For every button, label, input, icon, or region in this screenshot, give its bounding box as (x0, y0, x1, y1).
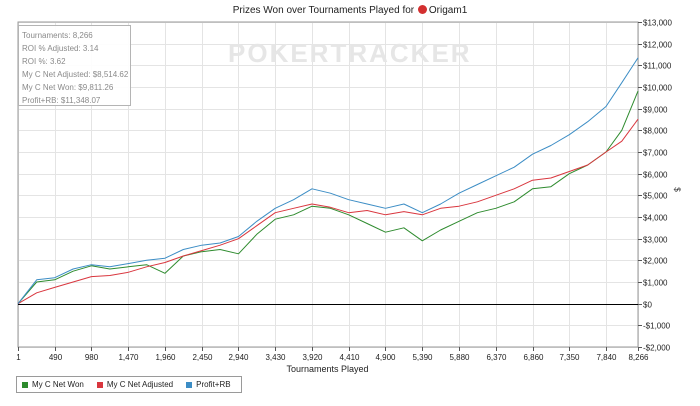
x-tick-label: 1,470 (118, 353, 139, 362)
x-tick-labels: 1 490 980 1,470 1,960 2,450 2,940 3,430 3,920 4,4… (16, 353, 649, 362)
stat-roi-adjusted: ROI % Adjusted: 3.14 (22, 44, 99, 53)
y-tick-label: $12,000 (643, 41, 672, 50)
y-tick-label: -$2,000 (643, 344, 671, 353)
chart-title: Prizes Won over Tournaments Played for O… (0, 5, 700, 16)
y-tick-label: $3,000 (643, 236, 668, 245)
x-tick-label: 7,350 (559, 353, 580, 362)
x-tick-label: 1,960 (155, 353, 176, 362)
stat-roi: ROI %: 3.62 (22, 57, 66, 66)
series-lines (17, 57, 639, 305)
y-tick-label: $2,000 (643, 257, 668, 266)
legend-item-profit-rb[interactable]: Profit+RB (186, 380, 231, 389)
profit-rb-line (17, 57, 639, 305)
chart-title-prefix: Prizes Won over Tournaments Played for (232, 5, 415, 16)
pokerstars-logo-icon (417, 5, 427, 14)
stat-net-won: My C Net Won: $9,811.26 (22, 83, 114, 92)
x-tick-label: 2,450 (192, 353, 213, 362)
x-tick-label: 490 (49, 353, 63, 362)
y-tick-label: $10,000 (643, 84, 672, 93)
x-tick-label: 4,900 (375, 353, 396, 362)
y-tick-label: $1,000 (643, 279, 668, 288)
x-tick-label: 3,430 (265, 353, 286, 362)
legend-item-net-adjusted[interactable]: My C Net Adjusted (96, 380, 174, 389)
stat-tournaments: Tournaments: 8,266 (22, 31, 93, 40)
y-tick-label: $8,000 (643, 127, 668, 136)
net-adjusted-line (17, 118, 639, 305)
x-tick-label: 5,390 (412, 353, 433, 362)
x-tick-label: 6,860 (523, 353, 544, 362)
x-tick-label: 1 (16, 353, 21, 362)
net-won-line (17, 90, 639, 305)
x-tick-label: 980 (85, 353, 99, 362)
x-tick-label: 4,410 (339, 353, 360, 362)
pokertracker-watermark: POKERTRACKER (228, 38, 472, 68)
y-tick-label: $7,000 (643, 149, 668, 158)
legend-label-net-won: My C Net Won (32, 380, 84, 389)
legend-swatch-net-adjusted (96, 381, 103, 388)
y-tick-label: $13,000 (643, 19, 672, 28)
legend: My C Net Won My C Net Adjusted Profit+RB (16, 376, 242, 393)
y-tick-label: $4,000 (643, 214, 668, 223)
plot-border (17, 21, 639, 348)
y-tick-label: $9,000 (643, 106, 668, 115)
chart-title-player: Origam1 (428, 5, 468, 16)
legend-item-net-won[interactable]: My C Net Won (22, 380, 84, 389)
x-axis-label: Tournaments Played (286, 364, 369, 374)
stat-profit-rb: Profit+RB: $11,348.07 (22, 96, 101, 105)
y-tick-label: $5,000 (643, 192, 668, 201)
legend-label-profit-rb: Profit+RB (196, 380, 231, 389)
axes (17, 21, 642, 351)
legend-swatch-profit-rb (186, 381, 193, 388)
y-tick-label: -$1,000 (643, 322, 671, 331)
y-tick-label: $0 (643, 301, 652, 310)
x-tick-label: 2,940 (228, 353, 249, 362)
x-tick-label: 8,266 (628, 353, 649, 362)
x-tick-label: 3,920 (302, 353, 323, 362)
x-tick-label: 6,370 (486, 353, 507, 362)
x-tick-label: 7,840 (596, 353, 617, 362)
stat-net-adjusted: My C Net Adjusted: $8,514.62 (22, 70, 129, 79)
y-axis-label: $ (672, 187, 682, 192)
y-tick-label: $6,000 (643, 171, 668, 180)
legend-label-net-adjusted: My C Net Adjusted (106, 380, 174, 389)
grid-lines (18, 22, 639, 348)
stats-box: Tournaments: 8,266 ROI % Adjusted: 3.14 … (18, 25, 131, 106)
y-tick-label: $11,000 (643, 62, 672, 71)
x-tick-label: 5,880 (449, 353, 470, 362)
legend-swatch-net-won (22, 381, 28, 388)
y-tick-labels: -$2,000 -$1,000 $0 $1,000 $2,000 $3,000 $4,000… (643, 19, 672, 353)
